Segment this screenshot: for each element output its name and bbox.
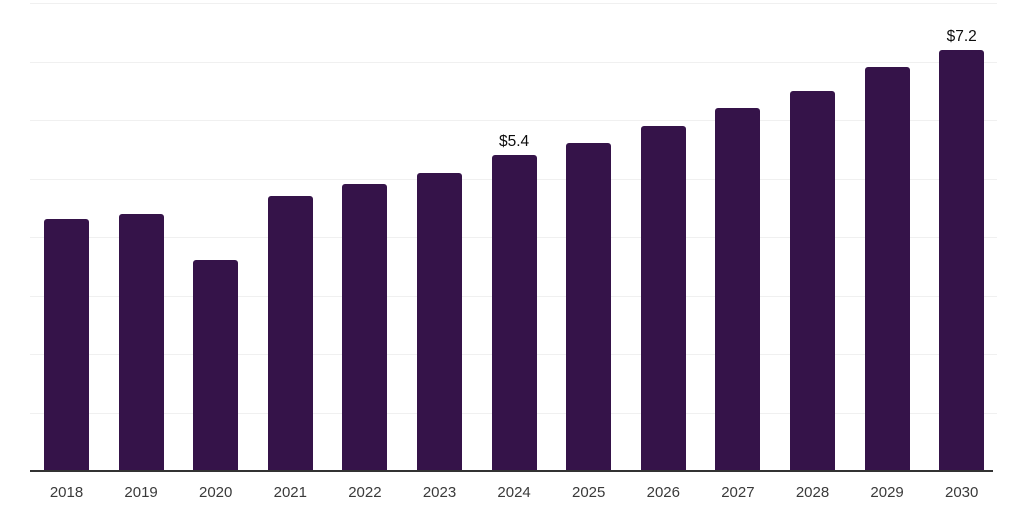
x-tick-label: 2029 (870, 484, 904, 501)
x-tick-label: 2028 (795, 484, 830, 501)
bar-2029 (864, 67, 910, 471)
bar-value-label: $5.4 (499, 133, 530, 151)
bar-2020 (193, 260, 239, 471)
bar-2025 (566, 143, 612, 471)
gridline (30, 3, 997, 4)
x-tick-label: 2022 (348, 484, 382, 501)
x-tick-label: 2018 (49, 484, 84, 501)
x-tick-label: 2030 (945, 484, 979, 501)
gridline (30, 61, 997, 63)
bar-2027 (715, 108, 761, 471)
bar-2024 (491, 155, 537, 471)
bar-2030 (939, 49, 985, 471)
x-tick-label: 2026 (646, 484, 680, 501)
bar-2023 (417, 172, 462, 471)
x-tick-label: 2023 (422, 484, 457, 501)
x-tick-label: 2019 (124, 484, 158, 501)
plot-area: $5.4 $7.2 (30, 3, 997, 472)
bar-2019 (118, 213, 164, 471)
bar-2028 (790, 90, 835, 471)
bar-2018 (44, 219, 89, 471)
x-axis-line (30, 470, 993, 472)
bar-2022 (342, 184, 388, 471)
gridline (30, 120, 997, 121)
x-tick-label: 2024 (497, 484, 531, 501)
bar-2021 (267, 196, 313, 471)
x-tick-label: 2021 (273, 484, 307, 501)
x-tick-label: 2020 (199, 484, 233, 501)
bar-2026 (640, 125, 686, 471)
bar-value-label: $7.2 (946, 27, 977, 45)
x-tick-label: 2027 (721, 484, 755, 501)
x-tick-label: 2025 (572, 484, 606, 501)
